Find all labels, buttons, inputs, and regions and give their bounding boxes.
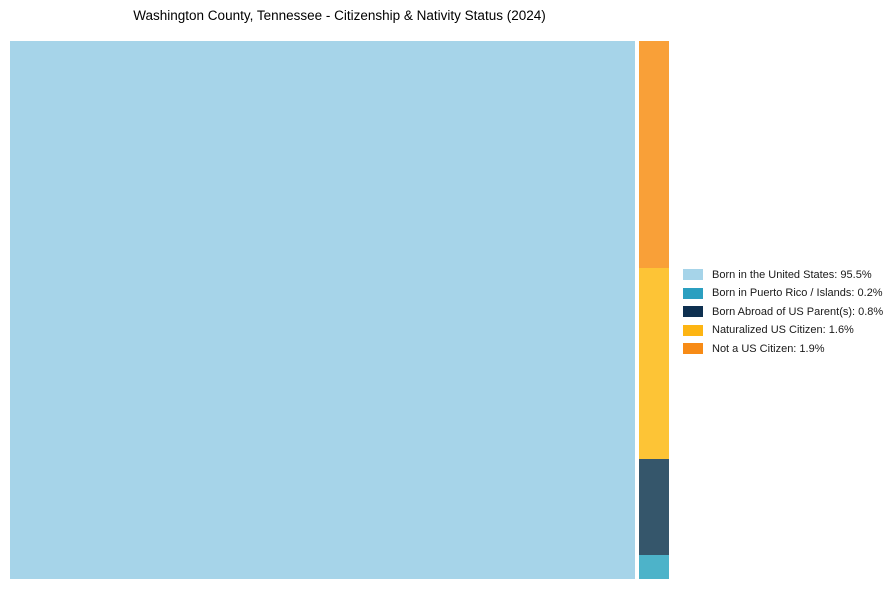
legend-swatch-icon xyxy=(683,269,703,280)
chart-title: Washington County, Tennessee - Citizensh… xyxy=(133,8,546,23)
treemap-tile-naturalized-us-citizen xyxy=(639,268,669,459)
legend: Born in the United States: 95.5% Born in … xyxy=(683,269,883,362)
treemap-tile-born-in-the-united-states xyxy=(10,41,635,579)
legend-swatch-icon xyxy=(683,343,703,354)
legend-item-naturalized-us-citizen: Naturalized US Citizen: 1.6% xyxy=(683,324,883,336)
legend-swatch-icon xyxy=(683,287,703,299)
legend-label: Born in the United States: 95.5% xyxy=(712,268,872,281)
legend-label: Born in Puerto Rico / Islands: 0.2% xyxy=(712,287,883,299)
legend-item-born-in-puerto-rico-islands: Born in Puerto Rico / Islands: 0.2% xyxy=(683,287,883,299)
treemap-tile-born-abroad-of-us-parent-s xyxy=(639,459,669,555)
legend-swatch-icon xyxy=(683,306,703,317)
legend-label: Born Abroad of US Parent(s): 0.8% xyxy=(712,305,884,318)
legend-item-born-abroad-of-us-parent-s: Born Abroad of US Parent(s): 0.8% xyxy=(683,305,884,318)
treemap-plot xyxy=(10,41,669,579)
treemap-tile-not-a-us-citizen xyxy=(639,41,669,268)
legend-item-not-a-us-citizen: Not a US Citizen: 1.9% xyxy=(683,342,883,355)
legend-swatch-icon xyxy=(683,324,703,336)
legend-label: Not a US Citizen: 1.9% xyxy=(712,342,825,355)
legend-label: Naturalized US Citizen: 1.6% xyxy=(712,324,854,336)
legend-item-born-in-the-united-states: Born in the United States: 95.5% xyxy=(683,268,883,281)
treemap-tile-born-in-puerto-rico-islands xyxy=(639,555,669,579)
